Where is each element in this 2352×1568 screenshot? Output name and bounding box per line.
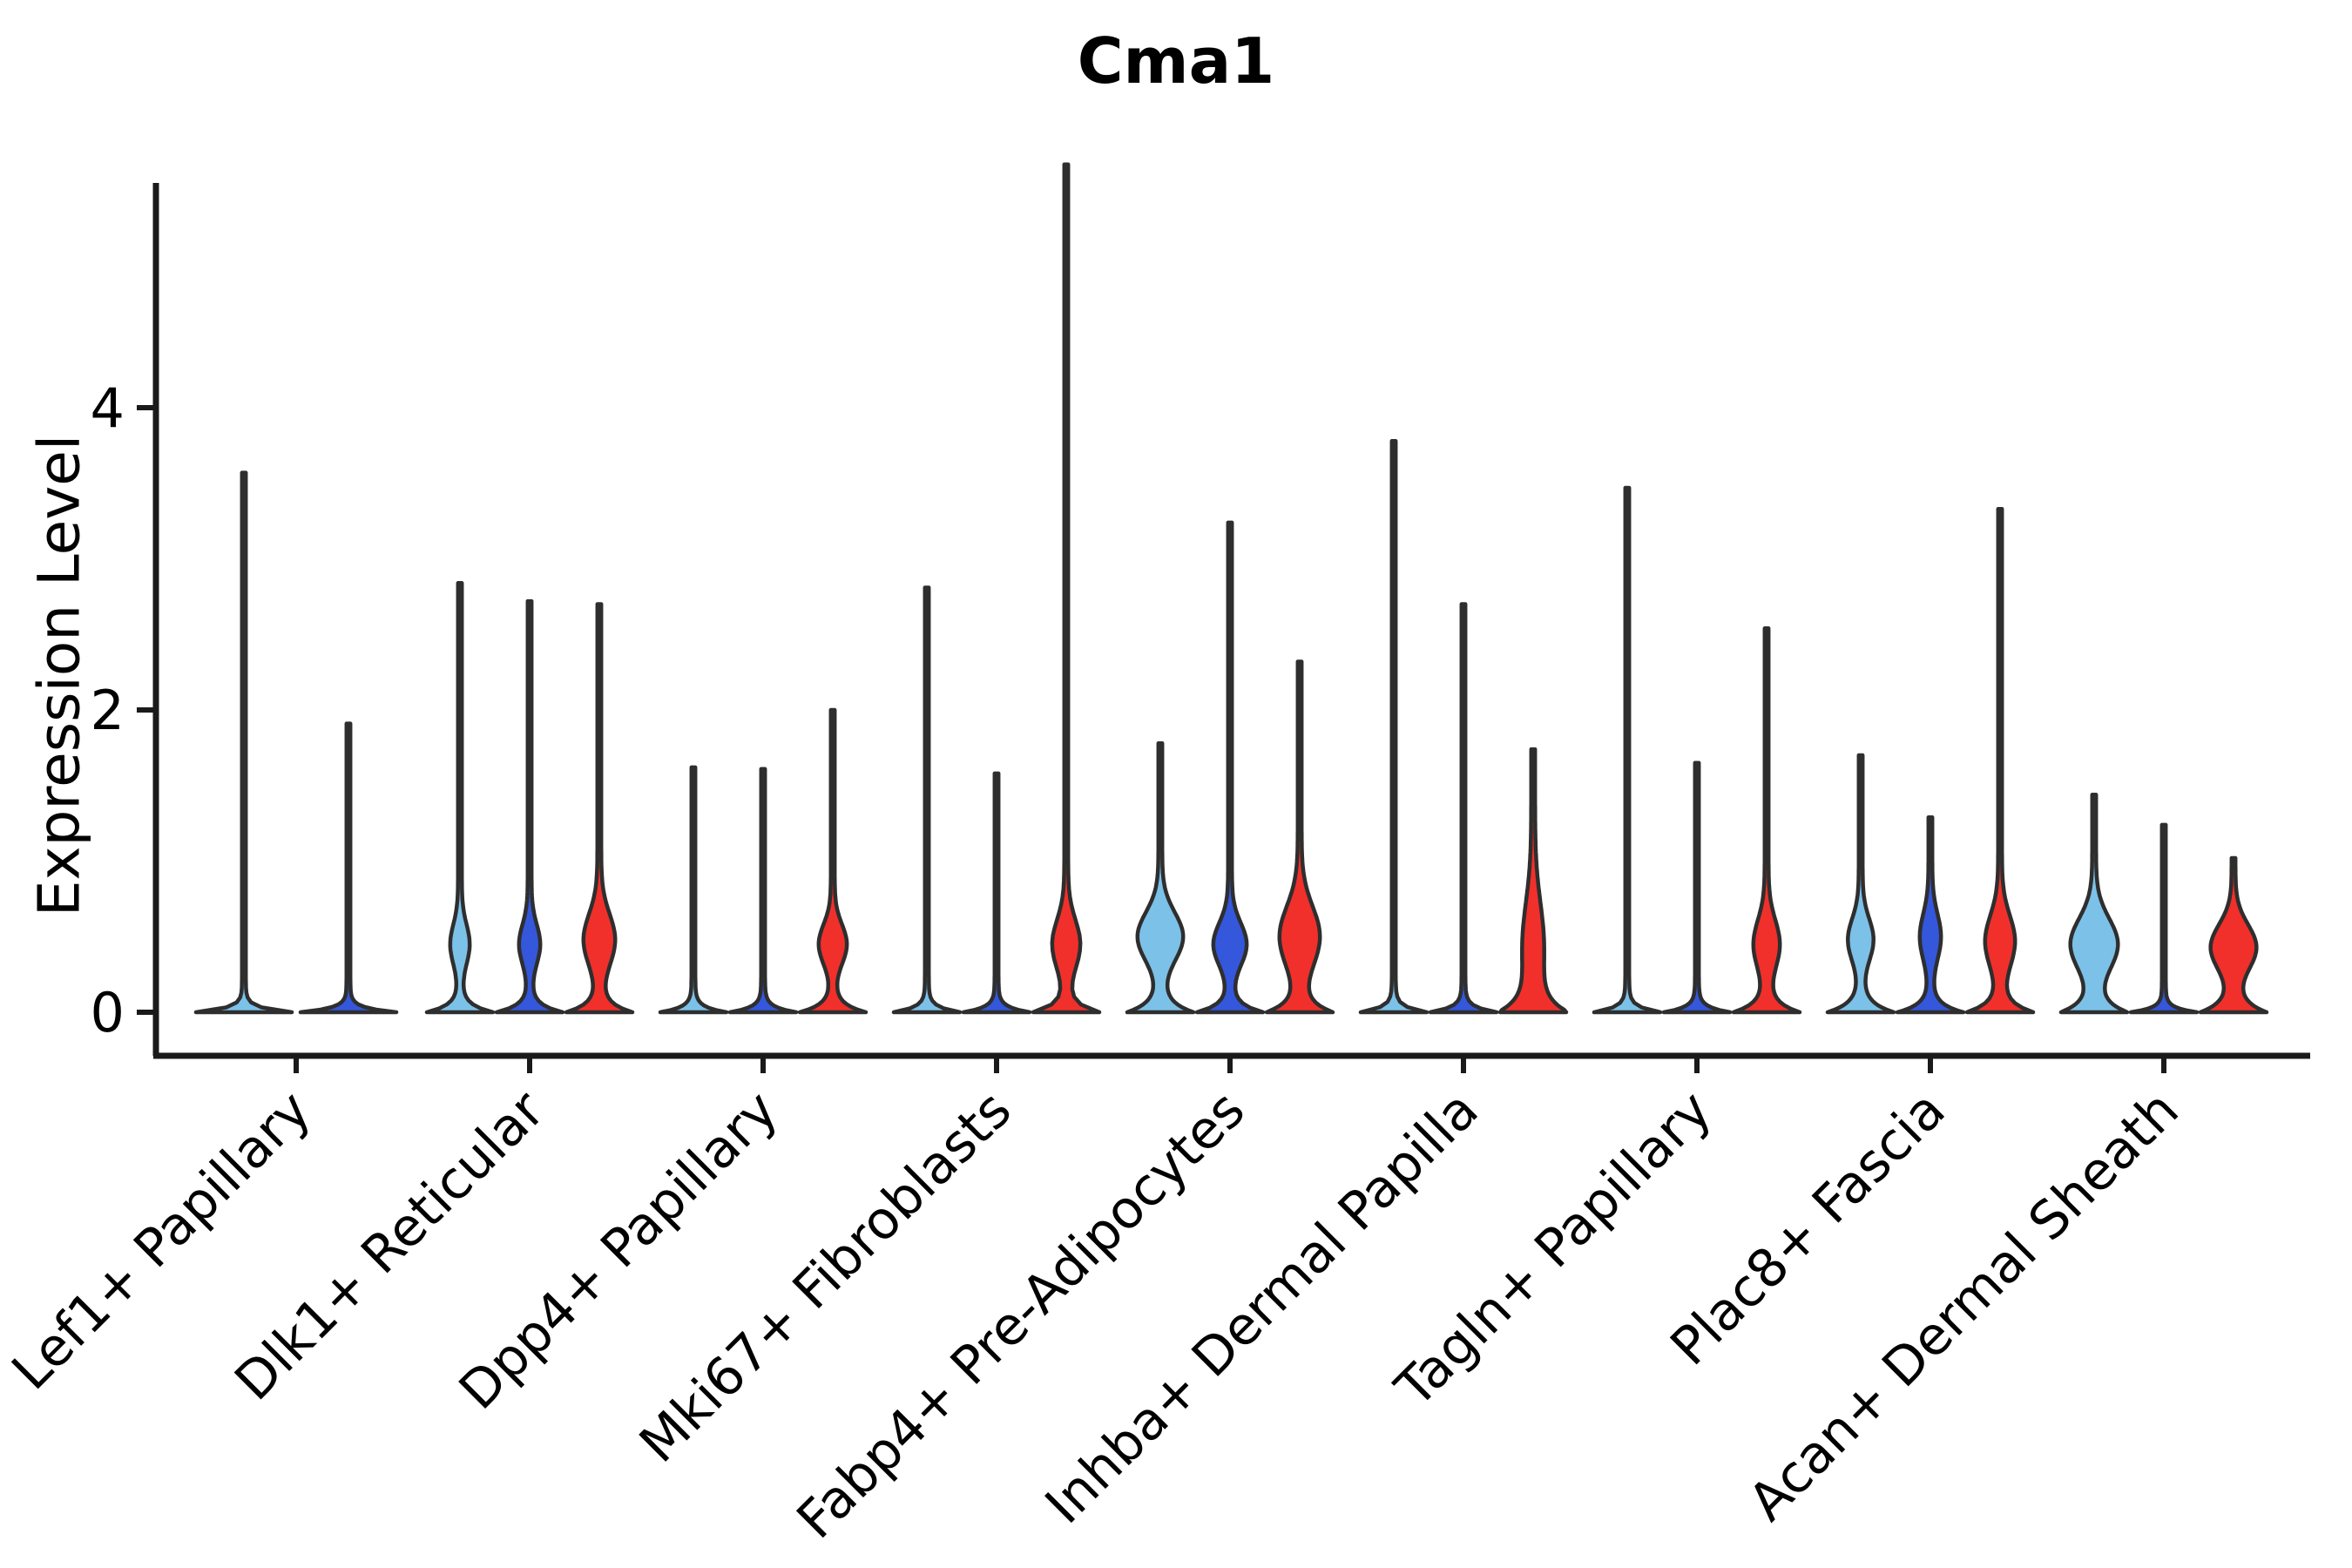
x-tick-label: Fabp4+ Pre-Adipocytes — [786, 1079, 1257, 1551]
violin-light-blue-condition — [2058, 792, 2130, 1015]
violin-blue-condition — [1428, 602, 1499, 1015]
y-tick-label: 4 — [91, 376, 125, 440]
violin-blue-condition — [298, 721, 399, 1015]
violin-light-blue-condition — [1592, 485, 1663, 1015]
violin-red-condition — [1964, 506, 2036, 1015]
violin-blue-condition — [2128, 822, 2200, 1015]
violin-red-condition — [797, 707, 868, 1015]
plot-title: Cma1 — [1077, 24, 1275, 98]
violin-blue-condition — [1194, 520, 1266, 1015]
y-tick-label: 0 — [91, 981, 125, 1044]
x-tick-label: Inhba+ Dermal Papilla — [1034, 1079, 1490, 1536]
violin-blue-condition — [961, 771, 1032, 1015]
violin-blue-condition — [1895, 814, 1966, 1015]
violin-light-blue-condition — [658, 765, 729, 1015]
violin-red-condition — [1031, 162, 1102, 1015]
violin-blue-condition — [494, 598, 565, 1015]
violin-red-condition — [1731, 626, 1802, 1015]
violin-light-blue-condition — [1125, 740, 1196, 1015]
violin-light-blue-condition — [424, 581, 496, 1015]
violin-red-condition — [2198, 855, 2269, 1015]
violin-blue-condition — [727, 767, 799, 1015]
violin-red-condition — [564, 602, 635, 1015]
violin-red-condition — [1497, 747, 1569, 1015]
x-tick-label: Acan+ Dermal Sheath — [1737, 1079, 2191, 1533]
violin-red-condition — [1264, 659, 1335, 1015]
violin-light-blue-condition — [193, 470, 294, 1015]
violin-blue-condition — [1661, 760, 1733, 1015]
violin-light-blue-condition — [1825, 753, 1896, 1015]
y-tick-label: 2 — [91, 679, 125, 742]
violin-light-blue-condition — [891, 585, 963, 1015]
violin-light-blue-condition — [1358, 438, 1429, 1015]
